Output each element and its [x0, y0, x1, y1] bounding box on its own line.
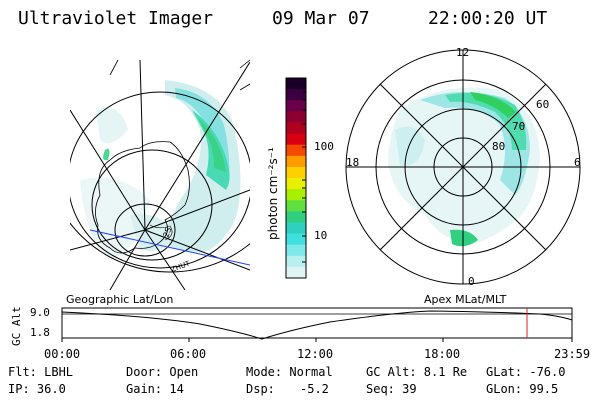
sequence-status: Seq: 39	[366, 382, 417, 396]
door-status: Door: Open	[126, 365, 199, 379]
colorbar	[286, 78, 306, 279]
x-tick-0600: 06:00	[170, 347, 207, 361]
colorbar-step	[286, 133, 306, 146]
x-tick-0000: 00:00	[44, 347, 81, 361]
polar-panel-label: Apex MLat/MLT	[424, 293, 507, 306]
altitude-plot	[61, 307, 573, 342]
dsp-value: -5.2	[300, 382, 329, 396]
x-tick-1800: 18:00	[424, 347, 461, 361]
colorbar-step	[286, 189, 306, 201]
gain-status: Gain: 14	[126, 382, 184, 396]
mlt-label-6: 6	[574, 156, 581, 169]
colorbar-step	[286, 200, 306, 212]
polar-grid	[345, 49, 581, 285]
colorbar-step	[286, 233, 306, 246]
glon-status: GLon: 99.5	[486, 382, 559, 396]
colorbar-step	[286, 111, 306, 123]
colorbar-step	[286, 244, 306, 257]
observation-time: 22:00:20 UT	[428, 8, 548, 29]
colorbar-ticks	[302, 91, 306, 263]
observation-date: 09 Mar 07	[272, 8, 370, 29]
colorbar-step	[286, 89, 306, 101]
ip-status: IP: 36.0	[8, 382, 66, 396]
colorbar-step	[286, 211, 306, 223]
mlt-label-12: 12	[456, 46, 470, 59]
x-tick-1200: 12:00	[297, 347, 334, 361]
dsp-label: Dsp:	[246, 382, 275, 396]
colorbar-step	[286, 255, 306, 268]
colorbar-frame	[285, 77, 307, 279]
geographic-map-panel	[70, 60, 250, 290]
geo-map-text-1: 2S	[161, 226, 173, 239]
colorbar-step	[286, 122, 306, 135]
altitude-plot-frame	[61, 307, 573, 339]
terminator-line	[89, 229, 250, 266]
mlat-label-80: 80	[492, 140, 506, 153]
geo-panel-label: Geographic Lat/Lon	[66, 293, 174, 306]
colorbar-step	[286, 100, 306, 112]
mlat-label-70: 70	[512, 120, 526, 133]
colorbar-unit-label: photon cm⁻²s⁻¹	[266, 147, 280, 240]
colorbar-step	[286, 78, 306, 90]
colorbar-step	[286, 222, 306, 235]
gc-altitude-status: GC Alt: 8.1 Re	[366, 365, 468, 379]
altitude-x-ticks	[61, 338, 573, 342]
altitude-curve	[61, 310, 573, 340]
colorbar-tick-10: 10	[314, 229, 328, 242]
colorbar-step	[286, 144, 306, 157]
mlat-label-60: 60	[536, 98, 550, 111]
colorbar-step	[286, 266, 306, 279]
colorbar-step	[286, 166, 306, 179]
instrument-title: Ultraviolet Imager	[18, 8, 214, 29]
glat-status: GLat: -76.0	[486, 365, 566, 379]
colorbar-tick-100: 100	[314, 140, 334, 153]
polar-plot-panel	[345, 49, 581, 285]
geo-frame-ticks	[109, 59, 251, 91]
mlt-label-0: 0	[468, 275, 475, 288]
x-tick-2359: 23:59	[554, 347, 591, 361]
colorbar-step	[286, 155, 306, 168]
altitude-y-tick-high: 9.0	[30, 306, 50, 319]
altitude-y-tick-low: 1.8	[30, 326, 50, 339]
altitude-axis-label: GC Alt	[10, 306, 23, 346]
mlt-label-18: 18	[346, 156, 360, 169]
geo-coastline	[95, 141, 190, 254]
mode-status: Mode: Normal	[246, 365, 333, 379]
geo-grid	[70, 60, 250, 290]
filter-status: Flt: LBHL	[8, 365, 74, 379]
colorbar-step	[286, 178, 306, 190]
